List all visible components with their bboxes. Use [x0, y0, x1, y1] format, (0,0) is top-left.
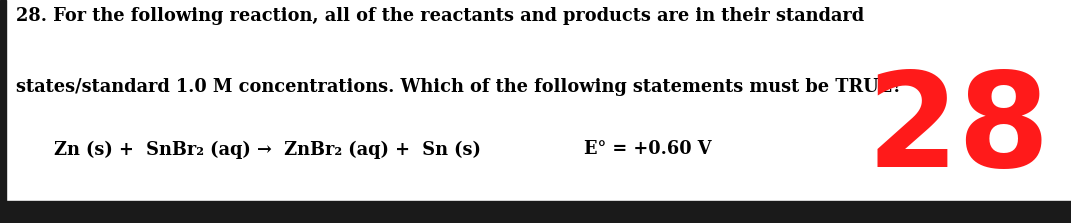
Text: 28. For the following reaction, all of the reactants and products are in their s: 28. For the following reaction, all of t… — [16, 7, 864, 25]
Bar — [0, 201, 1071, 223]
Text: states/standard 1.0 M concentrations. Which of the following statements must be : states/standard 1.0 M concentrations. Wh… — [16, 78, 903, 96]
Text: 28: 28 — [866, 67, 1051, 194]
Text: Zn (s) +  SnBr₂ (aq) →  ZnBr₂ (aq) +  Sn (s): Zn (s) + SnBr₂ (aq) → ZnBr₂ (aq) + Sn (s… — [54, 140, 481, 159]
Text: E° = +0.60 V: E° = +0.60 V — [584, 140, 711, 159]
Bar — [0, 0, 6, 223]
